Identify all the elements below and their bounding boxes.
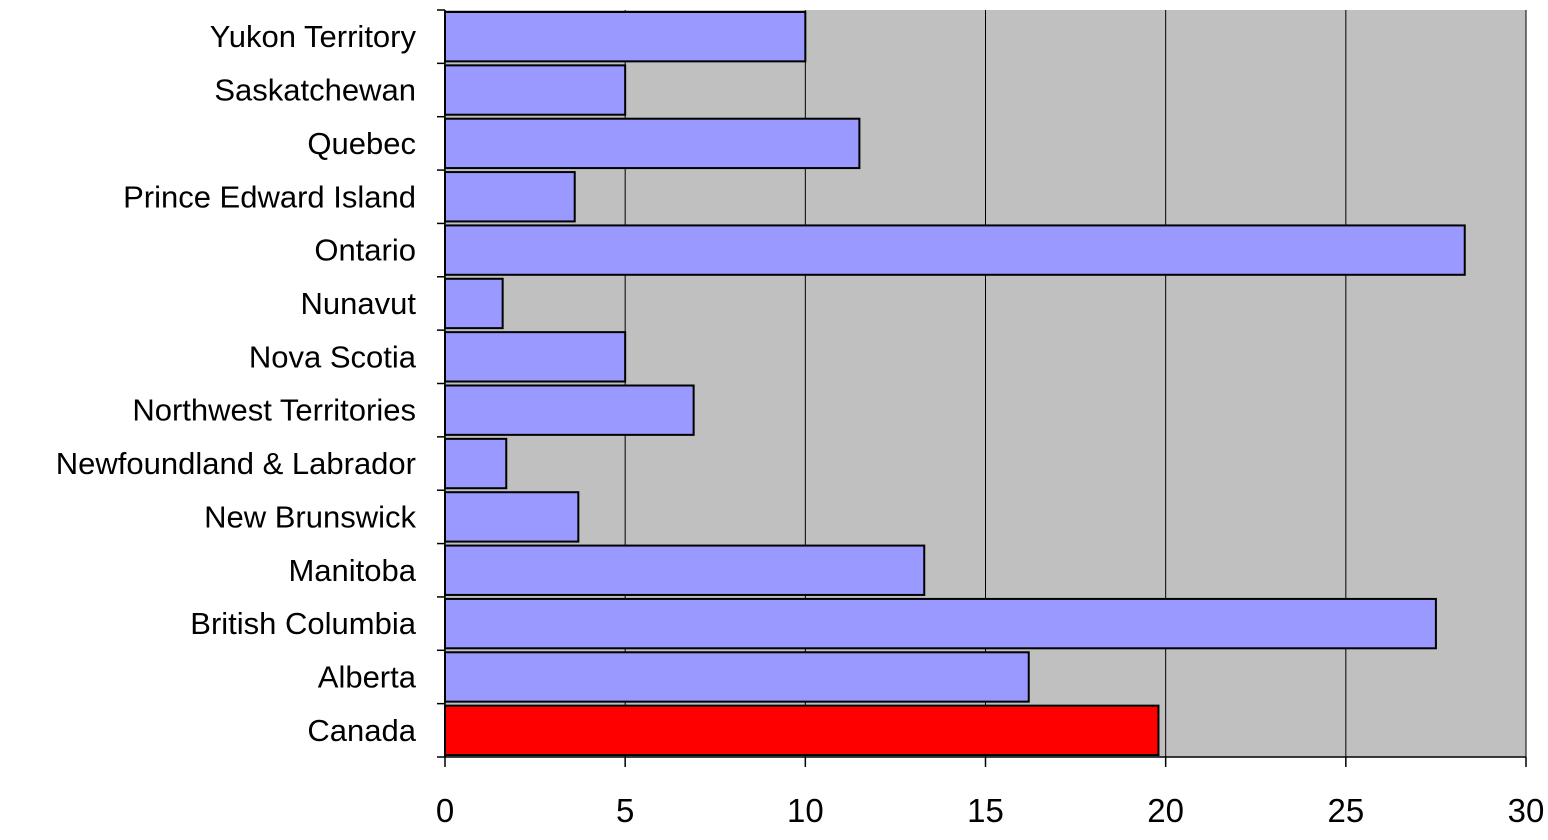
category-label: Ontario [314,233,416,268]
bar-nunavut [444,277,504,330]
bar-alberta [444,651,1030,703]
x-tick-labels: 0 5 10 15 20 25 30 [436,792,1545,829]
x-tick-label: 10 [787,792,824,829]
bar-british-columbia [444,597,1437,650]
category-label: Nunavut [301,286,417,321]
bar-newfoundland-labrador [444,437,508,490]
bar-new-brunswick [444,491,580,543]
x-tick-label: 5 [616,792,634,829]
bar-yukon-territory [444,11,807,63]
bar-manitoba [444,544,926,596]
category-label: Nova Scotia [249,339,417,374]
bar-nova-scotia [444,331,627,383]
category-label: Prince Edward Island [123,179,416,214]
category-label: Newfoundland & Labrador [56,446,416,481]
x-tick-label: 20 [1147,792,1184,829]
bar-saskatchewan [444,64,627,116]
bars [444,11,1466,757]
category-label: Alberta [318,659,417,694]
bar-prince-edward-island [444,171,576,223]
bar-canada [444,704,1160,757]
category-label: New Brunswick [204,499,416,534]
bar-ontario [444,224,1466,276]
category-label: Northwest Territories [132,393,416,428]
category-label: Canada [307,713,416,748]
x-tick-label: 15 [967,792,1004,829]
category-label: Manitoba [288,553,416,588]
category-label: Saskatchewan [214,73,416,108]
bar-northwest-territories [444,384,695,436]
bar-quebec [444,117,861,170]
x-tick-label: 30 [1508,792,1545,829]
x-tick-label: 25 [1327,792,1364,829]
category-label: Quebec [307,126,416,161]
x-tick-label: 0 [436,792,454,829]
category-labels: Yukon Territory Saskatchewan Quebec Prince … [56,19,417,748]
axes [437,9,1527,767]
category-label: Yukon Territory [210,19,417,54]
category-label: British Columbia [190,606,416,641]
